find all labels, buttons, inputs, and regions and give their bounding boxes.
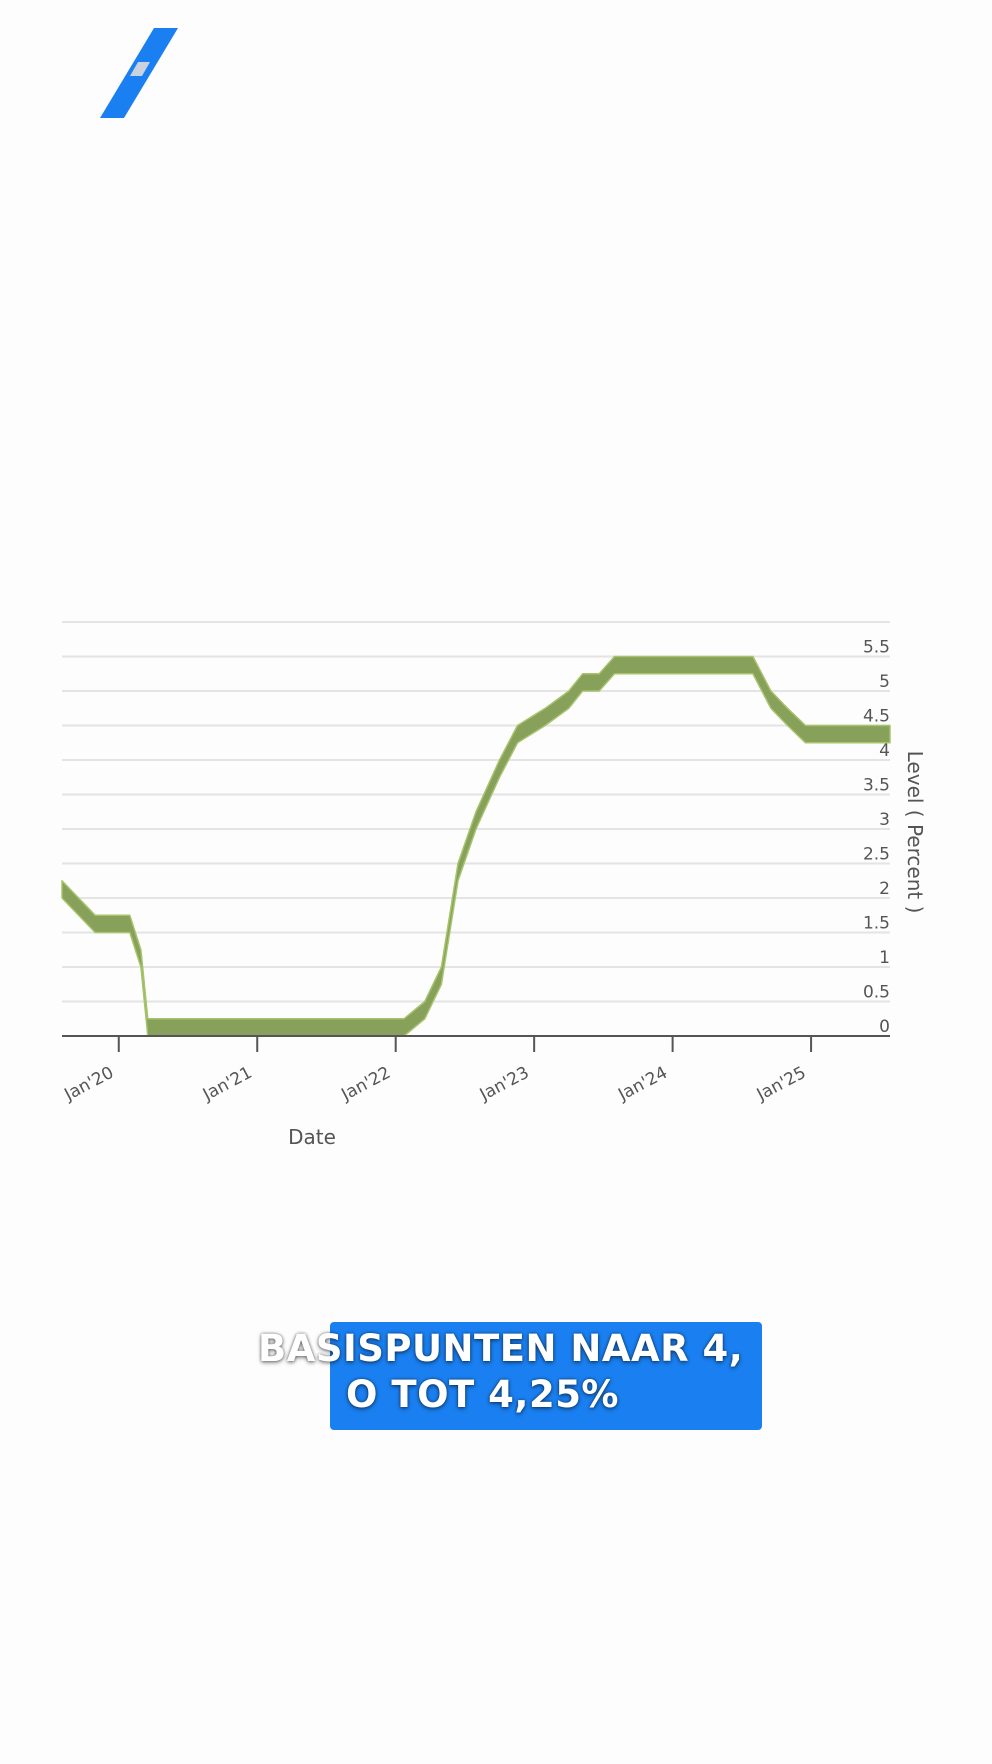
y-tick-label: 4.5 bbox=[863, 707, 890, 727]
caption-line-2: O TOT 4,25% bbox=[346, 1373, 620, 1416]
x-tick-label: Jan'22 bbox=[337, 1063, 394, 1106]
x-tick-label: Jan'21 bbox=[199, 1063, 256, 1106]
y-tick-label: 5 bbox=[879, 672, 890, 692]
x-tick-label: Jan'24 bbox=[614, 1063, 671, 1106]
x-tick-label: Jan'23 bbox=[476, 1063, 533, 1106]
y-tick-label: 1 bbox=[879, 948, 890, 968]
caption-text: BASISPUNTEN NAAR 4, O TOT 4,25% bbox=[258, 1326, 818, 1418]
x-axis-title: Date bbox=[288, 1125, 336, 1149]
y-axis-title: Level ( Percent ) bbox=[903, 751, 927, 914]
brand-logo bbox=[100, 28, 180, 120]
y-tick-label: 3.5 bbox=[863, 776, 890, 796]
rate-band bbox=[61, 655, 891, 1037]
y-tick-label: 2.5 bbox=[863, 845, 890, 865]
rate-band-area bbox=[61, 655, 891, 1037]
chart-canvas: Jan'20 Jan'21 Jan'22 Jan'23 Jan'24 Jan'25 0 0.… bbox=[60, 621, 927, 1149]
y-tick-label: 3 bbox=[879, 810, 890, 830]
y-axis: 0 0.5 1 1.5 2 2.5 3 3.5 4 4.5 5 5.5 bbox=[863, 638, 890, 1038]
slash-logo-icon bbox=[100, 28, 178, 118]
caption-box bbox=[330, 1322, 762, 1430]
y-tick-label: 5.5 bbox=[863, 638, 890, 658]
caption-line-1: BASISPUNTEN NAAR 4, bbox=[258, 1327, 744, 1370]
x-axis: Jan'20 Jan'21 Jan'22 Jan'23 Jan'24 Jan'25 bbox=[60, 1035, 890, 1106]
y-tick-label: 0.5 bbox=[863, 983, 890, 1003]
x-tick-label: Jan'20 bbox=[60, 1063, 117, 1106]
y-tick-label: 0 bbox=[879, 1017, 890, 1037]
y-tick-label: 1.5 bbox=[863, 914, 890, 934]
y-tick-label: 2 bbox=[879, 879, 890, 899]
x-tick-label: Jan'25 bbox=[753, 1063, 810, 1106]
rate-chart: Jan'20 Jan'21 Jan'22 Jan'23 Jan'24 Jan'25 0 0.… bbox=[0, 600, 992, 1160]
y-tick-label: 4 bbox=[879, 741, 890, 761]
